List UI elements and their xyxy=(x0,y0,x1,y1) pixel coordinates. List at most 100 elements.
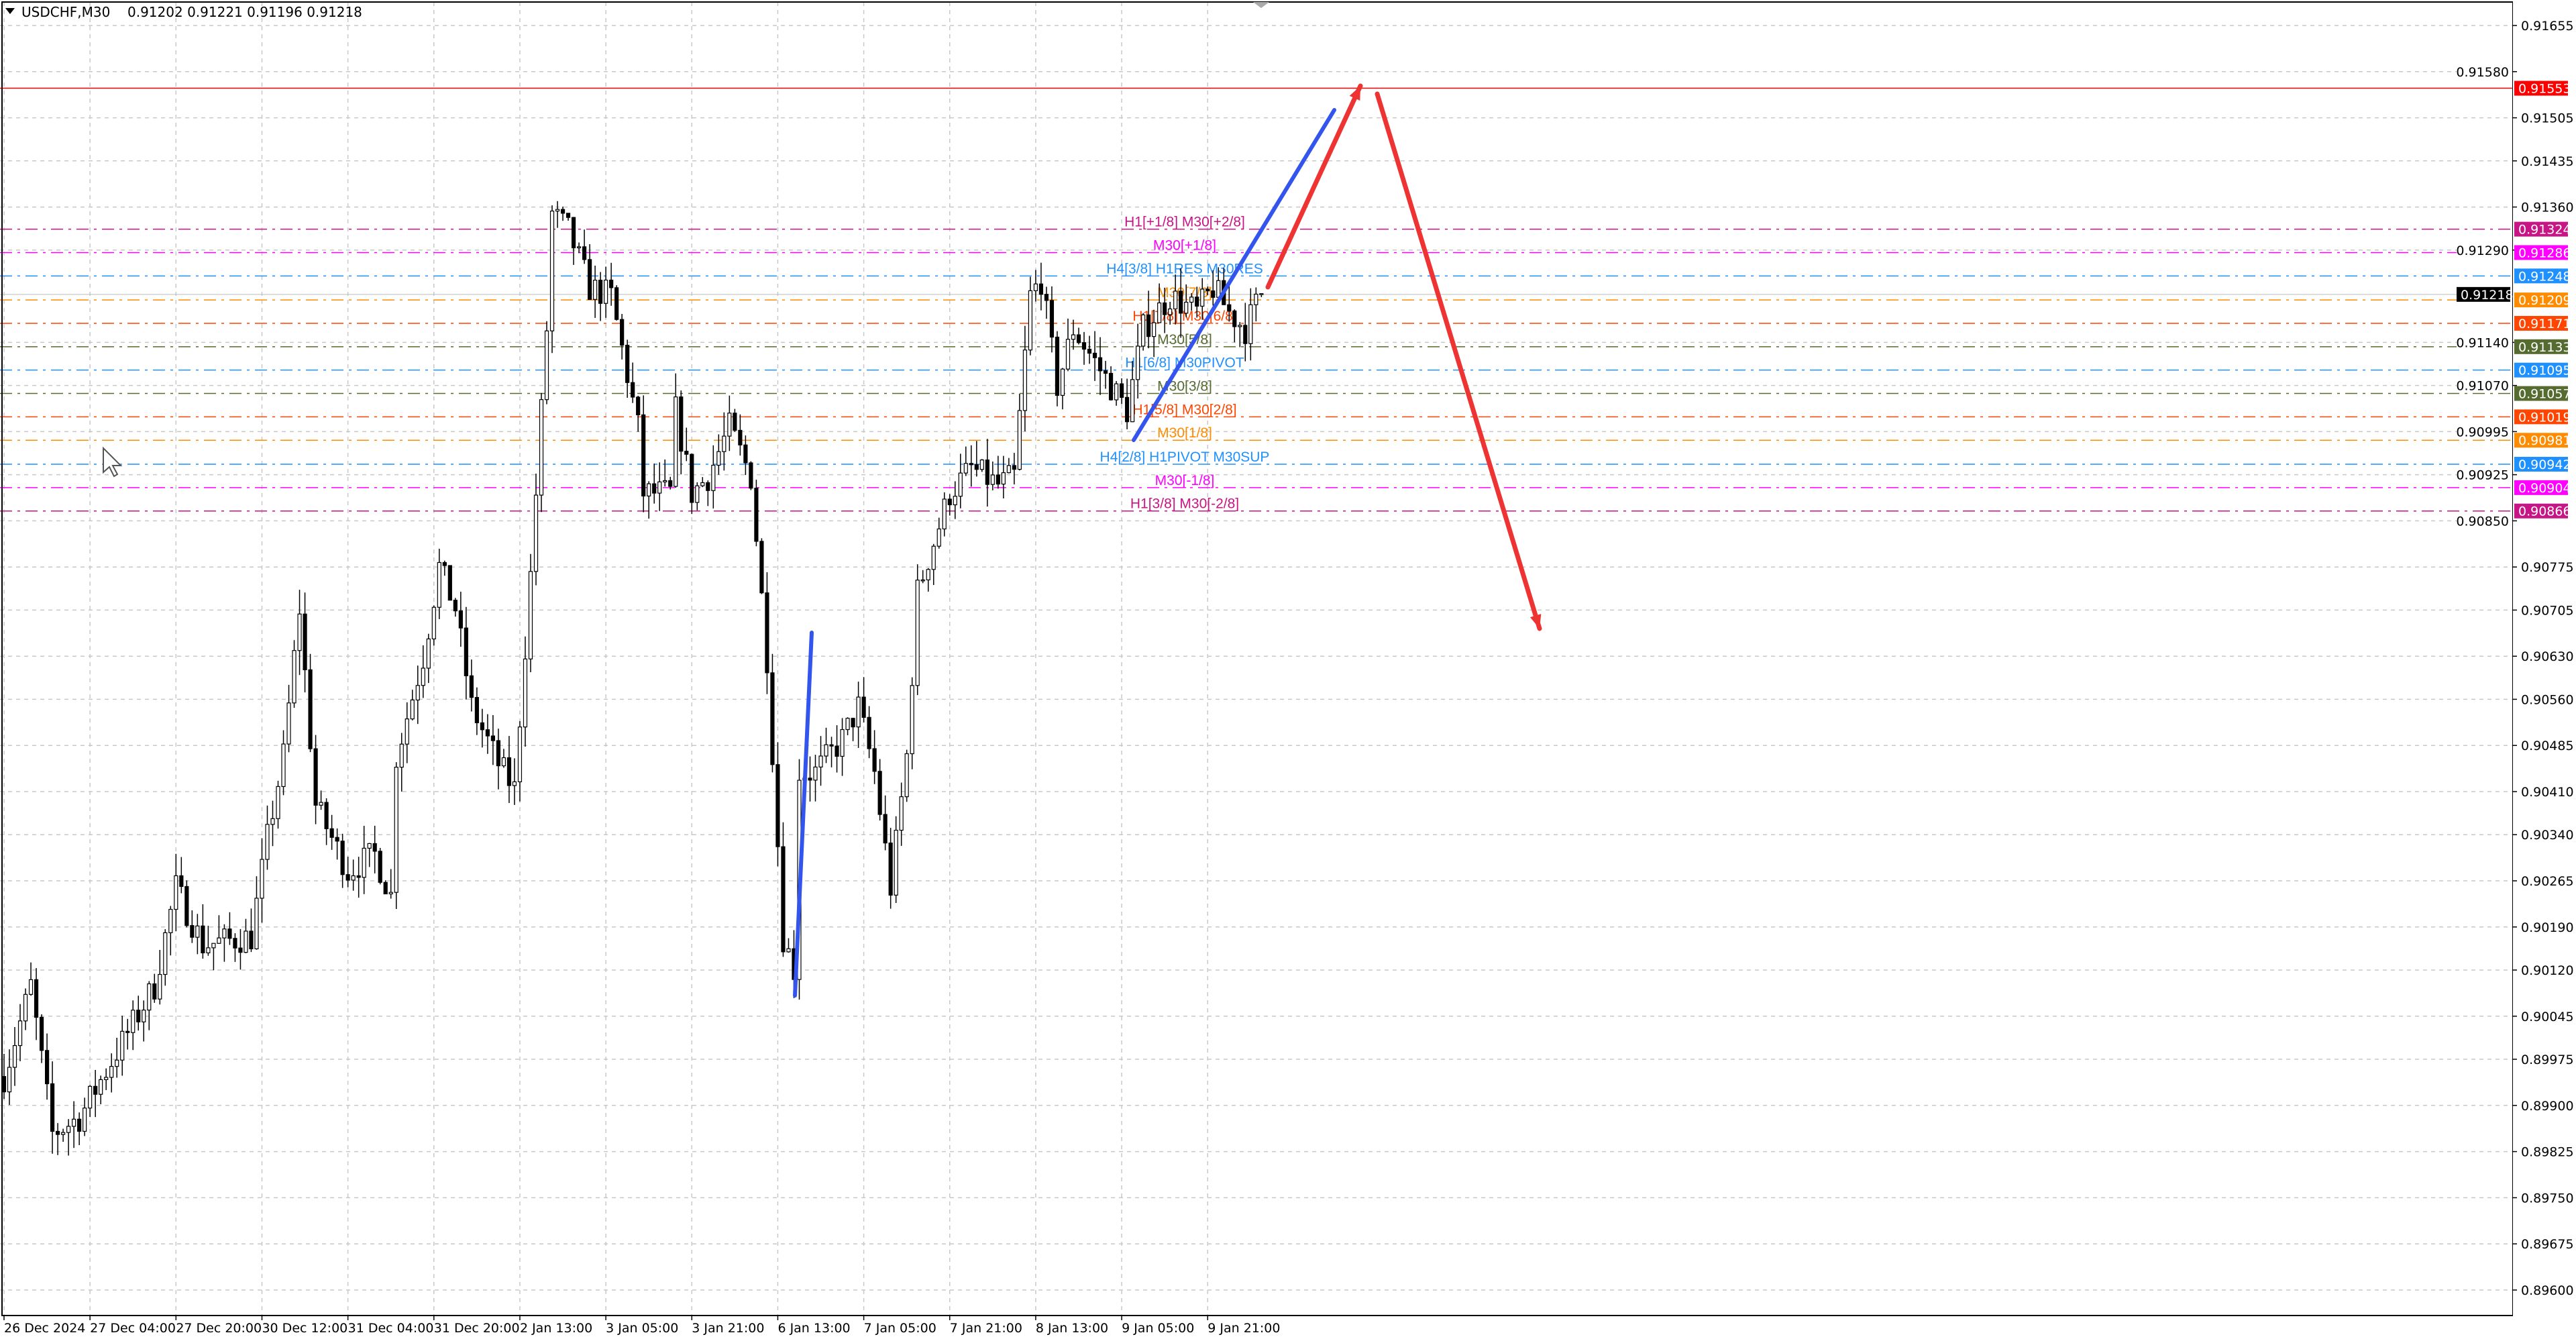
candle xyxy=(614,285,619,321)
candle-body xyxy=(1,1076,7,1093)
candle xyxy=(464,606,468,700)
level-price-tag-bg xyxy=(2514,362,2568,378)
candle xyxy=(372,825,377,873)
candle-body xyxy=(749,462,753,489)
candle-body xyxy=(700,482,705,486)
candle xyxy=(996,456,1000,489)
candle-body xyxy=(931,545,936,570)
candle-body xyxy=(517,727,523,783)
candle-body xyxy=(405,718,409,745)
shift-marker-icon[interactable] xyxy=(1253,2,1269,8)
level-label: M30[1/8] xyxy=(1157,425,1212,441)
candle xyxy=(77,1112,82,1145)
candle xyxy=(835,725,839,773)
candle xyxy=(1130,361,1135,423)
level-label: M30[-1/8] xyxy=(1155,473,1215,488)
candle xyxy=(743,435,748,476)
candle xyxy=(115,1037,119,1078)
candle xyxy=(1189,292,1194,311)
candle-body xyxy=(1055,336,1060,396)
candle-body xyxy=(286,702,291,745)
candle xyxy=(270,800,275,847)
candle xyxy=(1211,270,1216,306)
candle xyxy=(496,729,501,790)
price-tick-label: 0.90560 xyxy=(2521,692,2574,707)
price-axis[interactable]: 0.91655 0.91505 0.91435 0.91360 0.90775 0.907… xyxy=(2513,0,2576,1339)
candle xyxy=(738,414,743,456)
candle-body xyxy=(50,1083,55,1132)
candle-body xyxy=(625,344,630,383)
candle xyxy=(109,1053,114,1093)
forecast-arrow-up[interactable] xyxy=(1265,83,1363,290)
candle-body xyxy=(1124,396,1130,423)
candle-body xyxy=(706,482,710,491)
collapse-triangle-icon[interactable] xyxy=(5,8,15,14)
candle-body xyxy=(1146,314,1151,337)
time-tick-label: 31 Dec 04:00 xyxy=(348,1321,434,1336)
price-axis-inner-labels: 0.91580 0.91290 0.91140 0.91070 0.90995 0.909… xyxy=(2456,64,2514,529)
candle xyxy=(808,756,812,802)
candle xyxy=(147,981,152,1030)
candle-body xyxy=(533,494,539,572)
trendline-blue[interactable] xyxy=(1132,108,1336,442)
candle xyxy=(179,857,184,894)
candle xyxy=(1254,287,1258,322)
candle-body xyxy=(93,1085,98,1095)
drawn-objects[interactable] xyxy=(793,83,1542,998)
candle-body xyxy=(695,485,700,503)
candle xyxy=(872,730,877,784)
forecast-arrow-down[interactable] xyxy=(1375,91,1542,631)
candle xyxy=(163,929,168,986)
candle-body xyxy=(1238,325,1242,327)
candle-body xyxy=(195,925,200,938)
candle xyxy=(549,205,555,354)
candle-body xyxy=(1028,290,1033,351)
candle-body xyxy=(437,561,441,608)
candle-body xyxy=(254,898,259,949)
candle-body xyxy=(963,463,968,474)
level-price-tag: 0.91057 xyxy=(2518,387,2571,402)
candle xyxy=(1157,283,1162,323)
candle-body xyxy=(431,606,436,640)
candle-body xyxy=(1001,472,1006,485)
candle-body xyxy=(410,699,415,720)
candle-body xyxy=(44,1050,50,1085)
candle-body xyxy=(582,246,587,260)
candle-body xyxy=(856,696,861,728)
candle xyxy=(856,682,861,748)
candle-body xyxy=(969,463,973,466)
candle xyxy=(260,838,264,923)
price-tick-label: 0.89600 xyxy=(2521,1283,2574,1298)
price-tick-label-bg xyxy=(2457,467,2510,482)
candle xyxy=(587,244,592,300)
time-tick-label: 6 Jan 13:00 xyxy=(777,1321,850,1336)
candle xyxy=(1168,301,1173,325)
candle xyxy=(1049,286,1055,353)
candle-body xyxy=(72,1118,76,1127)
candle-body xyxy=(1243,325,1248,344)
candle-body xyxy=(711,464,716,491)
candle xyxy=(447,565,452,601)
trendline-blue[interactable] xyxy=(793,631,814,998)
candle xyxy=(324,798,329,845)
candle xyxy=(936,517,941,549)
candle xyxy=(399,733,404,792)
candle xyxy=(674,373,678,488)
candle xyxy=(990,461,995,490)
candle xyxy=(286,684,291,753)
candle-body xyxy=(464,627,468,676)
time-tick-label: 9 Jan 05:00 xyxy=(1122,1321,1194,1336)
candle-body xyxy=(109,1066,114,1078)
candle-body xyxy=(920,579,925,582)
candle-body xyxy=(211,943,216,949)
candle xyxy=(877,759,882,821)
candle-body xyxy=(759,541,764,594)
candle xyxy=(571,217,576,265)
candle-body xyxy=(233,938,237,949)
time-axis[interactable]: 26 Dec 2024 27 Dec 04:00 27 Dec 20:00 30 De… xyxy=(0,1316,2576,1339)
candle xyxy=(657,462,662,511)
candle-body xyxy=(324,802,329,829)
level-price-tag-bg xyxy=(2514,503,2568,519)
level-label: H1[+1/8] M30[+2/8] xyxy=(1124,215,1245,230)
